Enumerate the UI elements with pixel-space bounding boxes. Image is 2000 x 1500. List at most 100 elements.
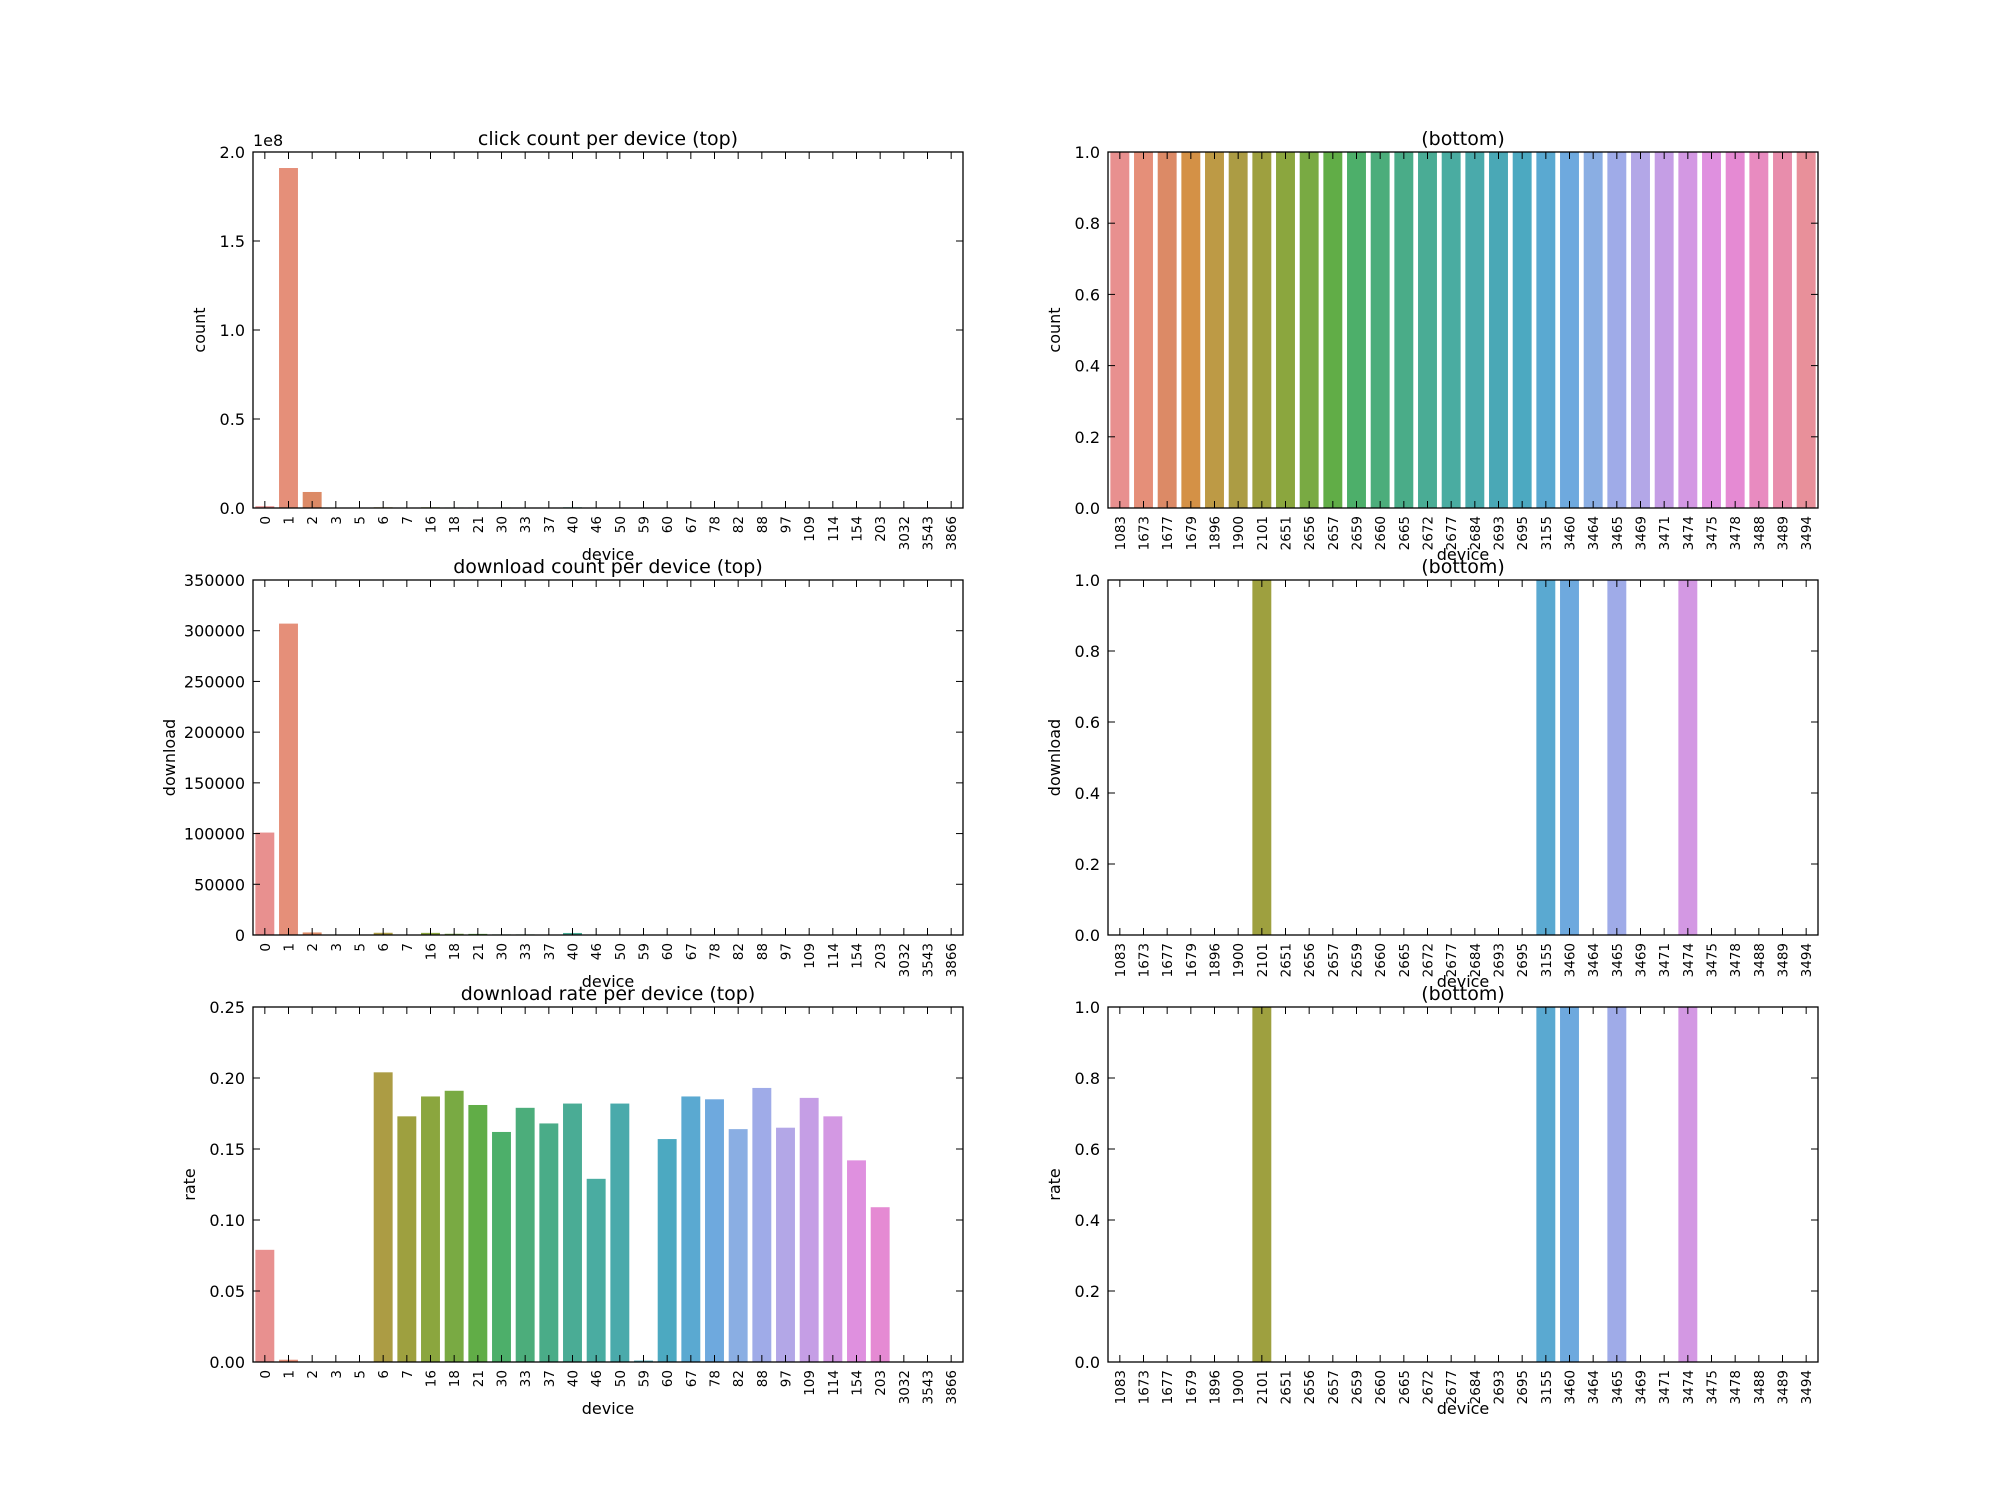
bar-3464 [1583, 152, 1603, 508]
x-tick-label: 0 [258, 943, 274, 952]
x-tick-label: 2659 [1350, 1370, 1366, 1404]
x-tick-label: 2657 [1326, 516, 1342, 550]
x-tick-label: 3 [329, 1370, 345, 1379]
bar-1 [279, 168, 298, 508]
axes-frame [252, 151, 964, 509]
y-tick-label: 0.6 [1075, 713, 1100, 732]
x-tick-label: 50 [613, 516, 629, 533]
y-tick-label: 0.8 [1075, 214, 1100, 233]
x-tick-label: 114 [826, 1370, 842, 1396]
x-tick-label: 3469 [1634, 516, 1650, 550]
x-tick-label: 3155 [1539, 943, 1555, 977]
bar-0 [255, 832, 275, 935]
x-tick-label: 18 [447, 516, 463, 533]
x-tick-label: 2677 [1444, 1370, 1460, 1404]
x-tick-label: 2651 [1279, 1370, 1295, 1404]
y-tick-label: 0.0 [1075, 926, 1100, 945]
bar-2101 [1252, 580, 1272, 935]
x-tick-label: 97 [779, 516, 795, 533]
x-tick-label: 2101 [1255, 1370, 1271, 1404]
x-tick-label: 30 [495, 1370, 511, 1387]
chart-title: download count per device (top) [453, 556, 763, 578]
x-tick-label: 0 [258, 516, 274, 525]
bar-3494 [1796, 152, 1816, 508]
axes-frame [1107, 151, 1819, 509]
bar-3488 [1749, 152, 1769, 508]
x-tick-label: 2659 [1350, 516, 1366, 550]
y-tick-label: 0.6 [1075, 1140, 1100, 1159]
chart-panel-2: 0.0 0.2 0.4 0.6 0.8 1.0 1083 1673 1677 1679 1896 19… [1045, 128, 1819, 564]
x-tick-label: 97 [779, 943, 795, 960]
x-tick-label: 2684 [1468, 943, 1484, 977]
x-tick-label: 3032 [897, 516, 913, 550]
x-tick-label: 2672 [1421, 516, 1437, 550]
x-tick-label: 30 [495, 943, 511, 960]
bar-21 [468, 1104, 488, 1362]
axes-frame [1107, 579, 1819, 936]
x-tick-label: 2684 [1468, 516, 1484, 550]
chart-title: (bottom) [1421, 983, 1505, 1005]
x-tick-label: 1083 [1113, 1370, 1129, 1404]
chart-title: (bottom) [1421, 128, 1505, 150]
axes-frame [1107, 1006, 1819, 1363]
x-tick-label: 3543 [921, 1370, 937, 1404]
x-tick-label: 60 [660, 943, 676, 960]
y-tick-label: 0.0 [1075, 499, 1100, 518]
bar-2665 [1394, 152, 1414, 508]
bar-3478 [1725, 152, 1745, 508]
x-tick-label: 3866 [944, 943, 960, 977]
y-axis-label: download [160, 719, 179, 796]
bar-1673 [1134, 152, 1153, 508]
bar-82 [728, 1129, 748, 1362]
y-axis-label: rate [1045, 1168, 1064, 1201]
y-tick-label: 0.6 [1075, 285, 1100, 304]
x-tick-label: 203 [873, 516, 889, 542]
x-tick-label: 1679 [1184, 516, 1200, 550]
x-tick-label: 7 [400, 516, 416, 525]
x-axis-label: device [1437, 1399, 1490, 1418]
x-tick-label: 3464 [1586, 1370, 1602, 1404]
x-tick-label: 2657 [1326, 1370, 1342, 1404]
bar-203 [870, 1207, 890, 1362]
x-tick-label: 3 [329, 943, 345, 952]
x-tick-label: 3460 [1563, 516, 1579, 550]
x-tick-label: 2656 [1302, 1370, 1318, 1404]
x-tick-label: 2672 [1421, 943, 1437, 977]
x-tick-label: 3464 [1586, 943, 1602, 977]
x-axis-label: device [1437, 972, 1490, 991]
x-tick-label: 2 [305, 943, 321, 952]
x-tick-label: 3465 [1610, 1370, 1626, 1404]
x-tick-label: 3 [329, 516, 345, 525]
x-tick-label: 2695 [1515, 943, 1531, 977]
x-tick-label: 203 [873, 943, 889, 969]
x-tick-label: 82 [731, 943, 747, 960]
x-tick-label: 2695 [1515, 516, 1531, 550]
bar-2693 [1489, 152, 1508, 508]
x-tick-label: 46 [589, 516, 605, 533]
x-tick-label: 37 [542, 516, 558, 533]
x-tick-label: 30 [495, 516, 511, 533]
x-tick-label: 16 [424, 943, 440, 960]
bar-3460 [1560, 1007, 1579, 1362]
x-tick-label: 46 [589, 943, 605, 960]
x-tick-label: 109 [802, 516, 818, 542]
x-tick-label: 3494 [1799, 1370, 1815, 1404]
x-tick-label: 3465 [1610, 943, 1626, 977]
bar-2656 [1299, 152, 1319, 508]
x-tick-label: 2660 [1373, 943, 1389, 977]
bar-3474 [1678, 580, 1698, 935]
x-tick-label: 97 [779, 1370, 795, 1387]
x-tick-label: 3478 [1728, 943, 1744, 977]
axes-frame [252, 579, 964, 936]
bar-3465 [1607, 152, 1627, 508]
y-tick-label: 0.5 [220, 410, 245, 429]
y-axis-label: download [1045, 719, 1064, 796]
bar-2657 [1323, 152, 1343, 508]
bar-2651 [1276, 152, 1295, 508]
x-tick-label: 6 [376, 943, 392, 952]
x-tick-label: 33 [518, 943, 534, 960]
x-tick-label: 1679 [1184, 1370, 1200, 1404]
bar-3465 [1607, 580, 1627, 935]
y-tick-label: 0.15 [209, 1140, 245, 1159]
bar-114 [823, 1116, 843, 1362]
